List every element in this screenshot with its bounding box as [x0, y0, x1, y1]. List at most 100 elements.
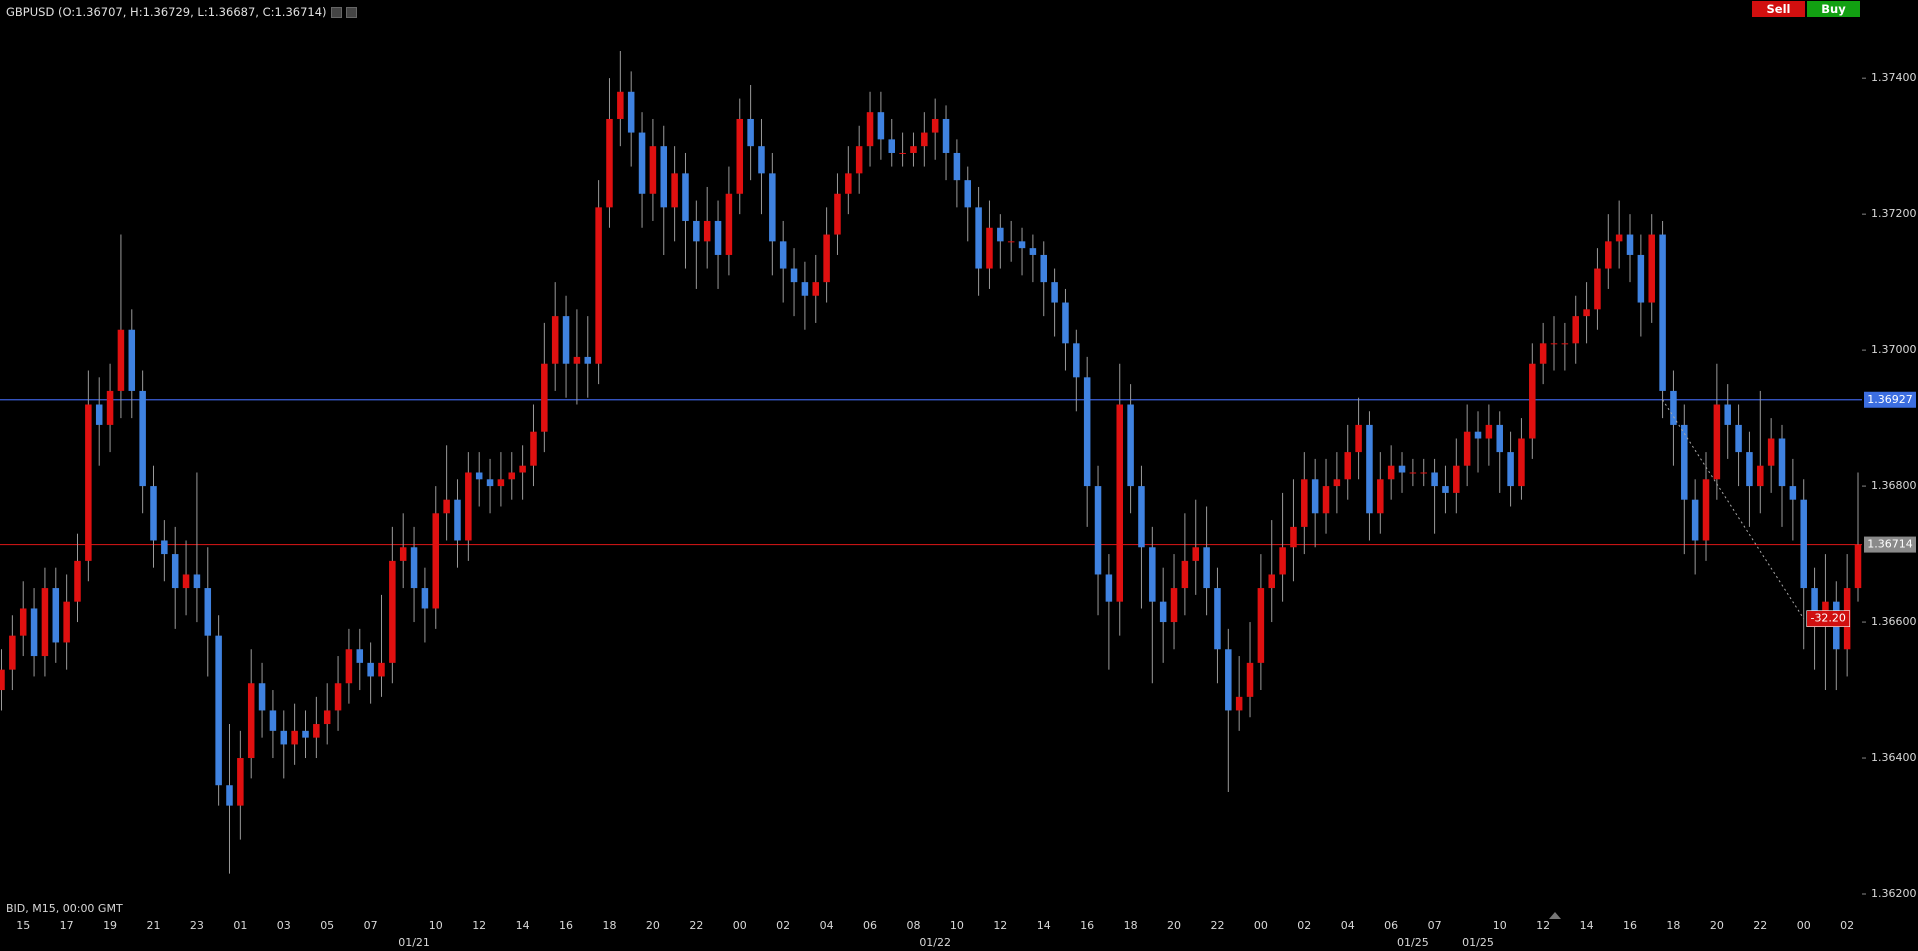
candle-body	[910, 146, 917, 153]
candle-body	[1235, 696, 1243, 711]
candle-body	[1290, 526, 1297, 548]
x-tick-label: 14	[1037, 919, 1051, 932]
x-tick-label: 02	[1840, 919, 1854, 932]
symbol-ohlc: GBPUSD (O:1.36707, H:1.36729, L:1.36687,…	[6, 5, 327, 19]
candle-body	[1203, 547, 1210, 589]
candle-body	[421, 588, 429, 609]
x-tick-label: 20	[646, 919, 660, 932]
candle-body	[942, 118, 950, 153]
x-tick-label: 14	[1580, 919, 1594, 932]
close-icon[interactable]	[345, 6, 357, 18]
x-tick-label: 21	[146, 919, 160, 932]
x-tick-label: 12	[993, 919, 1007, 932]
candle-body	[1246, 662, 1254, 697]
x-tick-label: 18	[1666, 919, 1680, 932]
buy-button[interactable]: Buy	[1807, 1, 1860, 17]
candle-body	[617, 91, 624, 119]
x-tick-label: 06	[1384, 919, 1398, 932]
x-tick-label: 18	[1124, 919, 1138, 932]
candle-body	[714, 220, 722, 255]
candle-body	[1789, 486, 1797, 500]
candle-body	[855, 146, 863, 174]
ruler-label-bg	[1806, 610, 1851, 627]
candle-body	[258, 683, 266, 711]
header: GBPUSD (O:1.36707, H:1.36729, L:1.36687,…	[6, 5, 357, 19]
candle-body	[1181, 560, 1189, 589]
candle-body	[1431, 472, 1438, 487]
candle-body	[1366, 424, 1373, 514]
candle-body	[9, 635, 16, 670]
candle-body	[1355, 424, 1362, 453]
candle-body	[877, 112, 885, 140]
info-label: BID, M15, 00:00 GMT	[6, 902, 123, 915]
candle-body	[182, 574, 190, 589]
ruler-label: -32.20	[1810, 612, 1845, 625]
x-tick-label: 16	[1080, 919, 1094, 932]
candle-body	[1811, 588, 1818, 623]
candle-body	[161, 540, 168, 555]
candle-body	[1279, 547, 1286, 575]
x-tick-label: 01	[233, 919, 247, 932]
candle-body	[1605, 241, 1612, 269]
candle-body	[74, 560, 81, 602]
candle-body	[1127, 404, 1134, 487]
candle-body	[1746, 452, 1753, 487]
candle-body	[725, 193, 733, 255]
candle-body	[1344, 452, 1351, 480]
candle-body	[1268, 574, 1275, 589]
candle-body	[931, 118, 939, 133]
x-tick-label: 03	[277, 919, 291, 932]
candle-body	[1670, 390, 1677, 425]
candle-body	[997, 227, 1004, 242]
candle-body	[573, 356, 581, 364]
candle-body	[1474, 431, 1482, 439]
candle-body	[703, 220, 711, 242]
candle-body	[606, 118, 613, 208]
x-tick-label: 00	[1254, 919, 1268, 932]
candle-body	[1594, 268, 1601, 310]
candle-body	[1518, 438, 1525, 487]
x-tick-label: 22	[1210, 919, 1224, 932]
price-line-label: 1.36714	[1867, 538, 1913, 551]
candle-body	[1539, 343, 1547, 364]
y-tick-label: 1.36800	[1871, 479, 1917, 492]
price-line-label-bg	[1864, 536, 1916, 553]
x-tick-label: 20	[1710, 919, 1724, 932]
x-tick-label: 05	[320, 919, 334, 932]
date-label: 01/22	[919, 936, 951, 949]
candle-body	[226, 785, 233, 806]
candle-body	[584, 356, 592, 364]
candle-body	[1170, 588, 1178, 623]
candle-body	[1583, 309, 1590, 317]
candle-body	[1040, 254, 1048, 283]
settings-icon[interactable]	[330, 6, 342, 18]
candle-body	[1062, 302, 1069, 344]
ruler-line	[1662, 399, 1805, 619]
candle-body	[1398, 465, 1406, 473]
x-tick-label: 15	[16, 919, 30, 932]
candle-body	[660, 146, 668, 208]
candle-body	[551, 316, 559, 364]
candle-body	[693, 220, 700, 242]
candle-body	[1094, 486, 1102, 575]
candle-body	[1648, 234, 1655, 303]
candle-body	[1724, 404, 1731, 425]
candle-body	[1138, 486, 1145, 548]
candle-body	[269, 710, 277, 731]
candle-body	[1007, 241, 1015, 243]
candle-body	[1322, 486, 1330, 514]
candle-body	[812, 282, 820, 296]
candle-body	[171, 554, 179, 589]
x-tick-label: 22	[1753, 919, 1767, 932]
candle-body	[1713, 404, 1721, 480]
candle-body	[1083, 377, 1091, 487]
candle-body	[671, 173, 678, 208]
candle-body	[1105, 574, 1113, 602]
candle-body	[465, 472, 472, 541]
date-label: 01/21	[398, 936, 430, 949]
sell-button[interactable]: Sell	[1752, 1, 1805, 17]
y-tick-label: 1.37400	[1871, 71, 1917, 84]
